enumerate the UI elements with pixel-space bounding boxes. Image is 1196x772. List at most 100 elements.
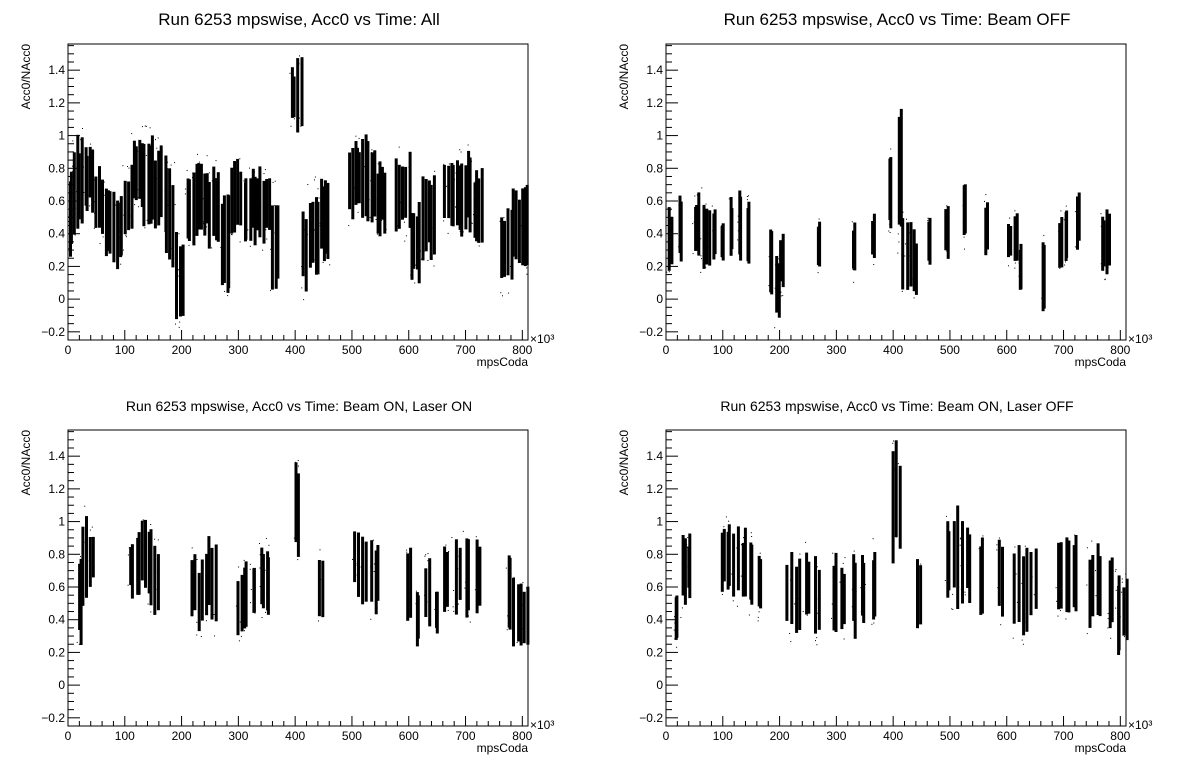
data-point: [746, 256, 748, 258]
y-tick-label: 1.4: [646, 63, 663, 77]
y-tick-label: 1.2: [48, 482, 65, 496]
data-stripe: [304, 219, 308, 292]
data-point: [250, 602, 251, 604]
data-point: [150, 611, 152, 613]
data-point: [249, 245, 251, 247]
data-point: [723, 526, 725, 528]
data-point: [1107, 618, 1109, 619]
data-point: [1074, 585, 1075, 587]
data-stripe: [265, 179, 269, 228]
data-point: [1065, 261, 1066, 263]
data-stripe: [517, 199, 521, 263]
data-band: [131, 133, 144, 208]
data-point: [137, 559, 139, 561]
data-stripe: [361, 536, 365, 605]
data-point: [948, 540, 949, 542]
data-point: [268, 205, 270, 207]
x-tick-label: 200: [770, 729, 790, 743]
data-point: [246, 617, 248, 619]
data-point: [128, 547, 130, 549]
data-stripe: [383, 172, 387, 234]
data-point: [509, 266, 511, 267]
data-band: [93, 166, 104, 244]
data-point: [895, 536, 897, 538]
data-point: [90, 551, 92, 553]
data-point: [853, 611, 854, 613]
data-stripe: [404, 166, 408, 218]
data-point: [427, 560, 429, 562]
data-point: [325, 195, 327, 197]
data-point: [144, 125, 146, 127]
data-stripe: [205, 173, 209, 224]
data-band: [220, 194, 231, 297]
data-point: [436, 601, 438, 603]
y-tick-label: 0: [656, 678, 663, 692]
x-tick-label: 100: [713, 729, 733, 743]
data-point: [293, 537, 295, 539]
data-band: [348, 135, 361, 227]
data-point: [522, 582, 524, 584]
data-stripe: [210, 547, 214, 620]
x-tick-label: 0: [65, 343, 72, 357]
data-point: [520, 225, 522, 227]
data-stripe: [376, 173, 380, 234]
data-stripe: [906, 222, 910, 290]
data-point: [274, 180, 276, 182]
data-point: [240, 191, 242, 193]
data-point: [768, 285, 770, 287]
data-band: [1021, 545, 1029, 645]
data-point: [1101, 265, 1103, 267]
y-tick-label: −0.2: [41, 711, 65, 725]
y-axis-label: Acc0/NAcc0: [19, 430, 33, 496]
data-point: [864, 584, 866, 585]
data-point: [1066, 607, 1068, 609]
data-stripe: [129, 547, 133, 586]
data-band: [851, 221, 857, 283]
data-band: [249, 563, 256, 614]
data-point: [1007, 249, 1009, 251]
data-point: [122, 249, 124, 251]
data-point: [68, 216, 70, 218]
data-point: [247, 229, 249, 231]
data-stripe: [205, 553, 209, 616]
data-band: [996, 537, 1004, 626]
x-tick-label: 700: [456, 343, 476, 357]
data-band: [1074, 192, 1081, 250]
data-stripe: [435, 591, 439, 634]
data-point: [1034, 558, 1036, 560]
data-point: [1107, 613, 1109, 614]
data-stripe: [181, 244, 185, 316]
data-stripe: [72, 152, 76, 235]
data-point: [413, 247, 415, 249]
data-point: [963, 236, 965, 238]
data-band: [76, 556, 83, 645]
data-stripe: [818, 221, 822, 267]
data-point: [874, 596, 876, 598]
data-stripe: [134, 146, 138, 201]
data-point: [758, 596, 760, 598]
data-point: [265, 229, 267, 231]
data-stripe: [853, 562, 857, 639]
data-point: [666, 271, 668, 273]
data-point: [714, 240, 716, 242]
data-point: [525, 240, 527, 242]
data-point: [200, 636, 202, 637]
data-band: [978, 535, 984, 615]
data-point: [962, 205, 964, 207]
data-point: [249, 167, 250, 169]
data-point: [253, 171, 255, 173]
data-point: [199, 192, 201, 194]
data-stripe: [216, 172, 220, 242]
data-point: [408, 166, 410, 168]
data-point: [780, 291, 782, 293]
data-stripe: [85, 516, 88, 598]
data-point: [83, 192, 85, 193]
data-point: [414, 264, 416, 266]
data-point: [372, 539, 374, 541]
data-stripe: [443, 546, 447, 612]
data-point: [892, 442, 894, 444]
data-point: [150, 524, 152, 525]
data-band: [720, 223, 725, 261]
data-band: [1065, 537, 1071, 620]
data-stripe: [370, 152, 374, 223]
